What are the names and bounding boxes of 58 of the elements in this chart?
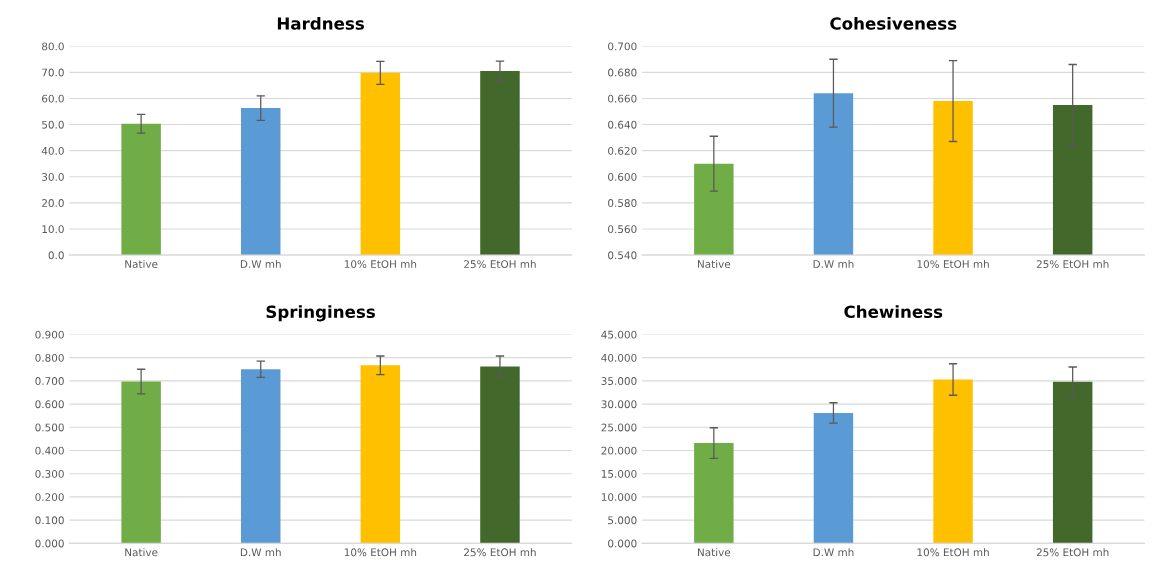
- y-tick-label: 0.700: [35, 377, 64, 385]
- y-tick-label: 20.000: [601, 446, 637, 455]
- y-tick-label: 0.640: [608, 120, 637, 129]
- y-tick-label: 35.000: [601, 377, 637, 385]
- y-tick-label: 45.000: [601, 330, 637, 339]
- x-tick-label: Native: [125, 259, 158, 269]
- x-tick-label: Native: [697, 259, 731, 269]
- y-tick-label: 0.300: [35, 469, 64, 478]
- y-tick-label: 0.900: [35, 330, 64, 339]
- y-tick-label: 0.600: [608, 173, 637, 181]
- y-tick-label: 70.0: [42, 68, 64, 77]
- y-tick-label: 0.540: [608, 251, 637, 260]
- x-tick-label: 10% EtOH mh: [917, 259, 989, 269]
- y-tick-label: 30.0: [42, 173, 64, 181]
- y-tick-label: 40.000: [601, 353, 637, 362]
- y-tick-label: 10.000: [601, 493, 637, 502]
- y-tick-label: 0.680: [608, 68, 637, 77]
- y-tick-label: 0.580: [608, 199, 637, 207]
- x-tick-label: D.W mh: [813, 548, 854, 557]
- chart-title: Hardness: [277, 16, 364, 30]
- y-tick-label: 10.0: [42, 225, 64, 234]
- x-tick-label: 25% EtOH mh: [1036, 259, 1109, 269]
- y-tick-label: 0.600: [35, 400, 64, 409]
- y-tick-label: 0.800: [35, 353, 64, 362]
- y-tick-label: 0.500: [35, 423, 64, 432]
- y-tick-label: 5.000: [608, 516, 637, 525]
- y-tick-label: 0.660: [608, 94, 637, 103]
- x-tick-label: 25% EtOH mh: [1036, 548, 1109, 557]
- y-tick-label: 0.560: [608, 225, 637, 234]
- y-tick-label: 60.0: [42, 94, 64, 103]
- y-tick-label: 0.0: [48, 251, 64, 260]
- chart-title: Springiness: [266, 305, 375, 322]
- x-tick-label: D.W mh: [240, 259, 281, 268]
- y-tick-label: 25.000: [601, 423, 637, 432]
- y-tick-label: 40.0: [41, 146, 64, 155]
- x-tick-label: 10% EtOH mh: [344, 259, 417, 269]
- y-tick-label: 0.200: [35, 493, 64, 502]
- y-tick-label: 15.000: [601, 469, 637, 478]
- y-tick-label: 0.620: [608, 146, 637, 155]
- y-tick-label: 30.000: [601, 400, 637, 409]
- y-tick-label: 0.400: [35, 446, 64, 455]
- x-tick-label: 10% EtOH mh: [917, 548, 989, 557]
- y-tick-label: 20.0: [42, 199, 64, 207]
- x-tick-label: 10% EtOH mh: [344, 548, 417, 557]
- y-tick-label: 0.000: [608, 539, 637, 548]
- y-tick-label: 50.0: [42, 120, 64, 129]
- y-tick-label: 80.0: [42, 42, 64, 51]
- x-tick-label: D.W mh: [240, 548, 281, 557]
- chart-title: Cohesiveness: [830, 16, 957, 30]
- y-tick-label: 0.000: [35, 539, 64, 548]
- chart-title: Chewiness: [844, 305, 943, 319]
- y-tick-label: 0.100: [35, 516, 64, 525]
- y-tick-label: 0.700: [608, 42, 637, 51]
- x-tick-label: Native: [125, 548, 158, 557]
- x-tick-label: D.W mh: [813, 259, 854, 268]
- x-tick-label: 25% EtOH mh: [464, 259, 536, 269]
- x-tick-label: Native: [697, 548, 731, 557]
- x-tick-label: 25% EtOH mh: [464, 548, 536, 557]
